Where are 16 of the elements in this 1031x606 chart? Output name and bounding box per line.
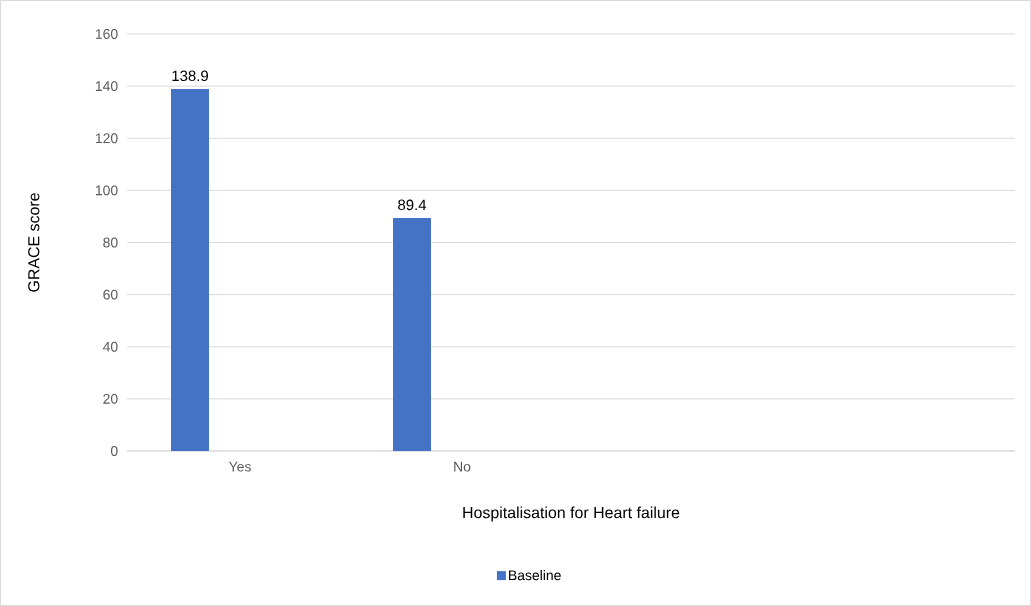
x-tick-label: Yes [228, 461, 251, 472]
y-tick-label: 100 [95, 185, 118, 196]
y-tick-label: 40 [102, 341, 118, 352]
data-label: 89.4 [398, 199, 427, 211]
legend-label: Baseline [509, 569, 561, 581]
y-tick-label: 140 [95, 81, 118, 92]
y-axis-title: GRACE score [28, 193, 40, 292]
y-tick-label: 60 [103, 289, 118, 300]
y-tick-label: 20 [103, 393, 118, 404]
y-tick-label: 160 [95, 29, 118, 39]
data-label: 138.9 [172, 70, 208, 82]
x-axis-title: Hospitalisation for Heart failure [463, 506, 680, 522]
y-tick-label: 0 [110, 446, 118, 456]
y-tick-label: 120 [95, 133, 118, 144]
x-tick-label: No [454, 461, 471, 472]
y-tick-label: 80 [103, 237, 118, 248]
